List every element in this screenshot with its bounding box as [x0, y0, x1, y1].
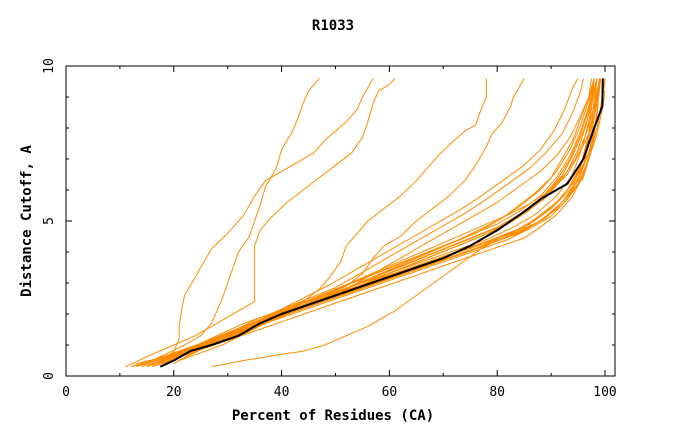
model-curve-11: [130, 78, 595, 368]
x-tick-label: 60: [382, 385, 398, 400]
y-tick-label: 10: [42, 58, 57, 74]
x-axis-label: Percent of Residues (CA): [232, 408, 434, 424]
model-curve-14: [162, 78, 595, 361]
reference-curve-layer: [159, 78, 604, 368]
model-curve-17: [168, 78, 584, 361]
y-axis-label: Distance Cutoff, A: [19, 145, 35, 297]
x-tick-label: 0: [62, 385, 70, 400]
model-curve-7: [135, 78, 595, 365]
model-curve-19: [211, 78, 606, 368]
model-curve-25: [125, 78, 396, 368]
model-curve-22: [152, 78, 487, 366]
x-tick-label: 40: [274, 385, 290, 400]
x-tick-label: 20: [166, 385, 182, 400]
y-tick-label: 0: [42, 372, 57, 380]
model-curve-16: [162, 78, 595, 361]
model-curve-12: [157, 78, 601, 365]
axis-ticks: 0 20 40 60 80 100 0 5 10: [42, 58, 617, 400]
model-curve-21: [152, 78, 525, 368]
model-curve-26: [162, 78, 598, 365]
model-curve-6: [157, 90, 606, 366]
model-curve-3: [146, 78, 595, 368]
model-curve-20: [179, 78, 592, 361]
model-curve-23: [146, 78, 374, 368]
model-curve-18: [178, 78, 579, 361]
model-curves: [125, 78, 606, 368]
chart-title: R1033: [312, 18, 354, 34]
y-tick-label: 5: [42, 217, 57, 225]
model-curve-27: [141, 78, 598, 366]
model-curve-24: [135, 78, 320, 368]
x-tick-label: 80: [489, 385, 505, 400]
x-tick-label: 100: [593, 385, 616, 400]
reference-curve: [159, 78, 604, 368]
